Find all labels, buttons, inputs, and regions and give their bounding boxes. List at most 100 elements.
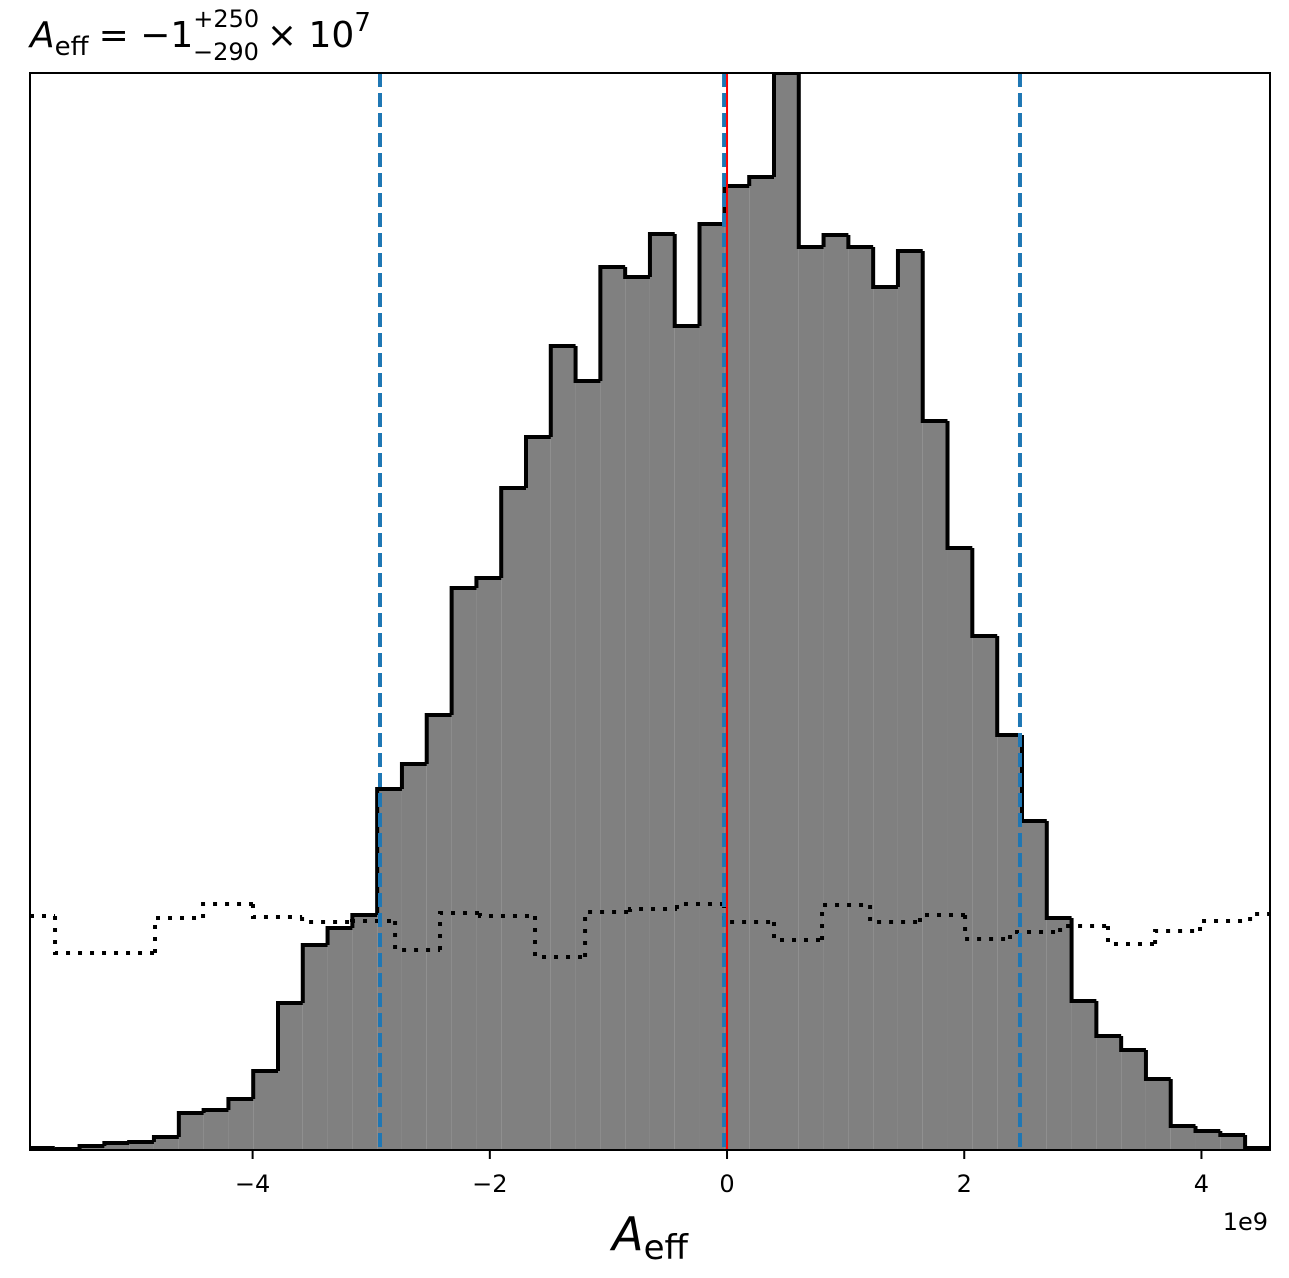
histogram-outline (77, 1144, 105, 1149)
bar (1046, 918, 1072, 1150)
bar (401, 764, 427, 1150)
histogram-outline (300, 943, 328, 1003)
title-times: × 10 (267, 15, 354, 56)
histogram-outline (499, 486, 526, 578)
bar (649, 234, 675, 1150)
histogram-outline (697, 222, 725, 326)
histogram-outline (474, 576, 502, 588)
prior-outline (1153, 929, 1201, 944)
histogram-outline (226, 1097, 254, 1110)
prior-outline (628, 907, 677, 912)
bar (823, 235, 849, 1150)
bar (501, 488, 526, 1150)
bar (1170, 1126, 1196, 1150)
histogram-outline (524, 435, 551, 488)
bar (1145, 1079, 1171, 1150)
bar (1220, 1135, 1246, 1150)
x-tick-label: 4 (1194, 1170, 1209, 1198)
prior-outline (153, 916, 204, 953)
histogram-outline (1119, 1036, 1146, 1052)
bar (1022, 821, 1047, 1150)
x-tick-label: 2 (957, 1170, 972, 1198)
bar (451, 588, 477, 1150)
prior-outline (477, 913, 536, 918)
histogram-outline (821, 233, 849, 247)
bar (153, 1137, 179, 1150)
histogram-outline (598, 265, 626, 381)
bar (253, 1071, 278, 1150)
histogram-outline (548, 344, 576, 437)
histogram-outline (176, 1111, 204, 1137)
histogram-outline (871, 247, 898, 289)
bar (104, 1143, 130, 1150)
bar (922, 421, 948, 1150)
prior-outline (350, 919, 396, 923)
bar (550, 346, 576, 1150)
bar (625, 277, 650, 1150)
x-offset-label: 1e9 (1223, 1208, 1268, 1236)
histogram-outline (251, 1069, 278, 1099)
prior-outline (918, 913, 966, 922)
bar (997, 735, 1022, 1150)
histogram-outline (672, 234, 700, 328)
bar (947, 548, 973, 1150)
prior-outline (201, 902, 253, 918)
bar (1195, 1131, 1221, 1150)
histogram-outline (747, 175, 774, 186)
bar (327, 928, 353, 1150)
prior-outline (53, 916, 156, 955)
prior-outline (438, 911, 480, 950)
x-tick-label: 0 (719, 1170, 734, 1198)
prior-outline (1248, 912, 1270, 921)
histogram-outline (1193, 1126, 1221, 1133)
bar (749, 177, 774, 1150)
x-label-symbol: A (609, 1207, 643, 1261)
prior-outline (250, 904, 303, 919)
bar (873, 287, 898, 1150)
histogram-outline (1094, 1001, 1122, 1038)
prior-outline (1105, 926, 1156, 946)
bar (129, 1142, 154, 1150)
bar (848, 247, 874, 1150)
histogram-outline (325, 926, 353, 945)
bar (352, 915, 378, 1150)
title-lower: −290 (193, 38, 259, 66)
bar (972, 636, 998, 1150)
bar (575, 381, 601, 1150)
bar (302, 945, 328, 1150)
title-exponent: 7 (354, 8, 371, 38)
histogram-outline (350, 913, 378, 928)
histogram-outline (1143, 1050, 1171, 1081)
histogram-outline (449, 586, 477, 715)
plot-area (30, 73, 1270, 1150)
prior-outline (583, 910, 631, 957)
bar (228, 1099, 254, 1150)
bar (203, 1110, 229, 1150)
histogram-outline (52, 1147, 80, 1150)
chart-title: Aeff = −1+250 −290 × 107 (28, 5, 371, 66)
histogram-outline (846, 235, 874, 249)
x-axis-label: Aeff (609, 1207, 689, 1268)
axes-frame (29, 72, 1271, 1151)
histogram-outline (895, 249, 923, 287)
x-label-subscript: eff (644, 1228, 690, 1268)
histogram-outline (127, 1140, 154, 1144)
bar (1096, 1036, 1122, 1150)
histogram-outline (424, 713, 452, 764)
histogram-outline (151, 1135, 179, 1142)
prior-outline (533, 916, 586, 959)
title-upper: +250 (193, 5, 259, 33)
bar (600, 267, 626, 1150)
bar (1071, 1001, 1097, 1150)
histogram-outline (772, 73, 799, 177)
histogram-outline (647, 232, 675, 277)
histogram-outline (399, 762, 427, 789)
histogram-outline (1069, 918, 1097, 1003)
histogram-outline (573, 346, 601, 383)
histogram-outline (995, 636, 1022, 737)
prior-outline (1058, 924, 1108, 932)
bar (476, 578, 502, 1150)
prior-outline (772, 922, 823, 942)
bar (897, 251, 923, 1150)
